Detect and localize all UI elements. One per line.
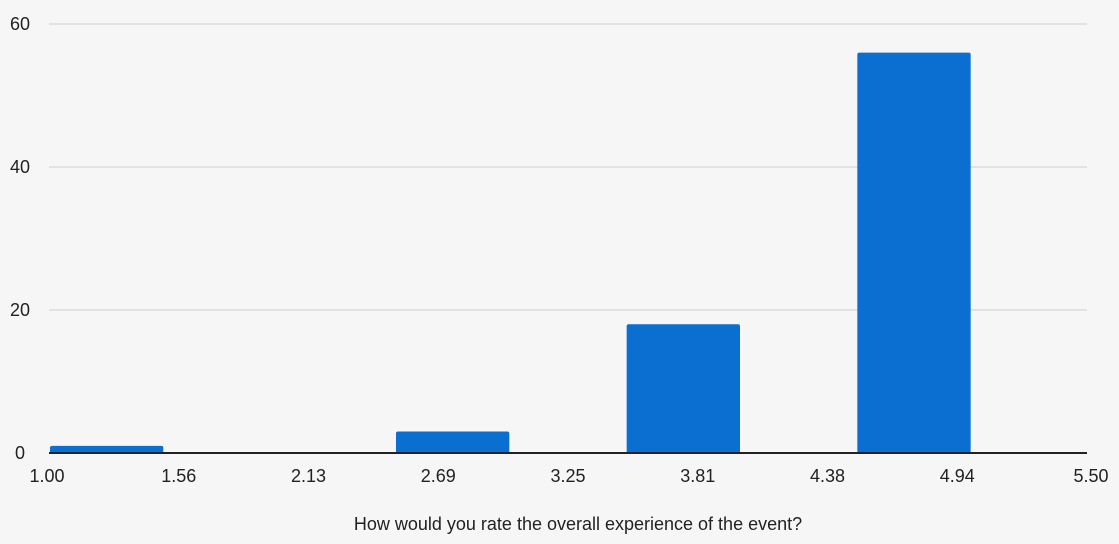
x-tick-label: 4.94 — [940, 466, 975, 486]
histogram-bar — [626, 324, 740, 453]
y-tick-label: 60 — [10, 14, 30, 34]
x-tick-label: 4.38 — [810, 466, 845, 486]
x-tick-label: 1.56 — [161, 466, 196, 486]
x-tick-label: 2.69 — [421, 466, 456, 486]
x-tick-label: 3.81 — [680, 466, 715, 486]
bars — [50, 52, 971, 453]
y-tick-label: 40 — [10, 157, 30, 177]
y-tick-label: 20 — [10, 300, 30, 320]
y-tick-label: 0 — [15, 443, 25, 463]
x-tick-label: 5.50 — [1073, 466, 1108, 486]
x-tick-label: 1.00 — [29, 466, 64, 486]
histogram-bar — [396, 431, 510, 453]
histogram-bar — [50, 445, 164, 453]
histogram-bar — [857, 52, 971, 453]
x-tick-label: 3.25 — [550, 466, 585, 486]
x-axis-title: How would you rate the overall experienc… — [354, 514, 802, 534]
tick-labels: 0 20 40 60 1.00 1.56 2.13 2.69 3.25 3.81 4.38 4.94 5… — [10, 14, 1109, 486]
x-tick-label: 2.13 — [291, 466, 326, 486]
